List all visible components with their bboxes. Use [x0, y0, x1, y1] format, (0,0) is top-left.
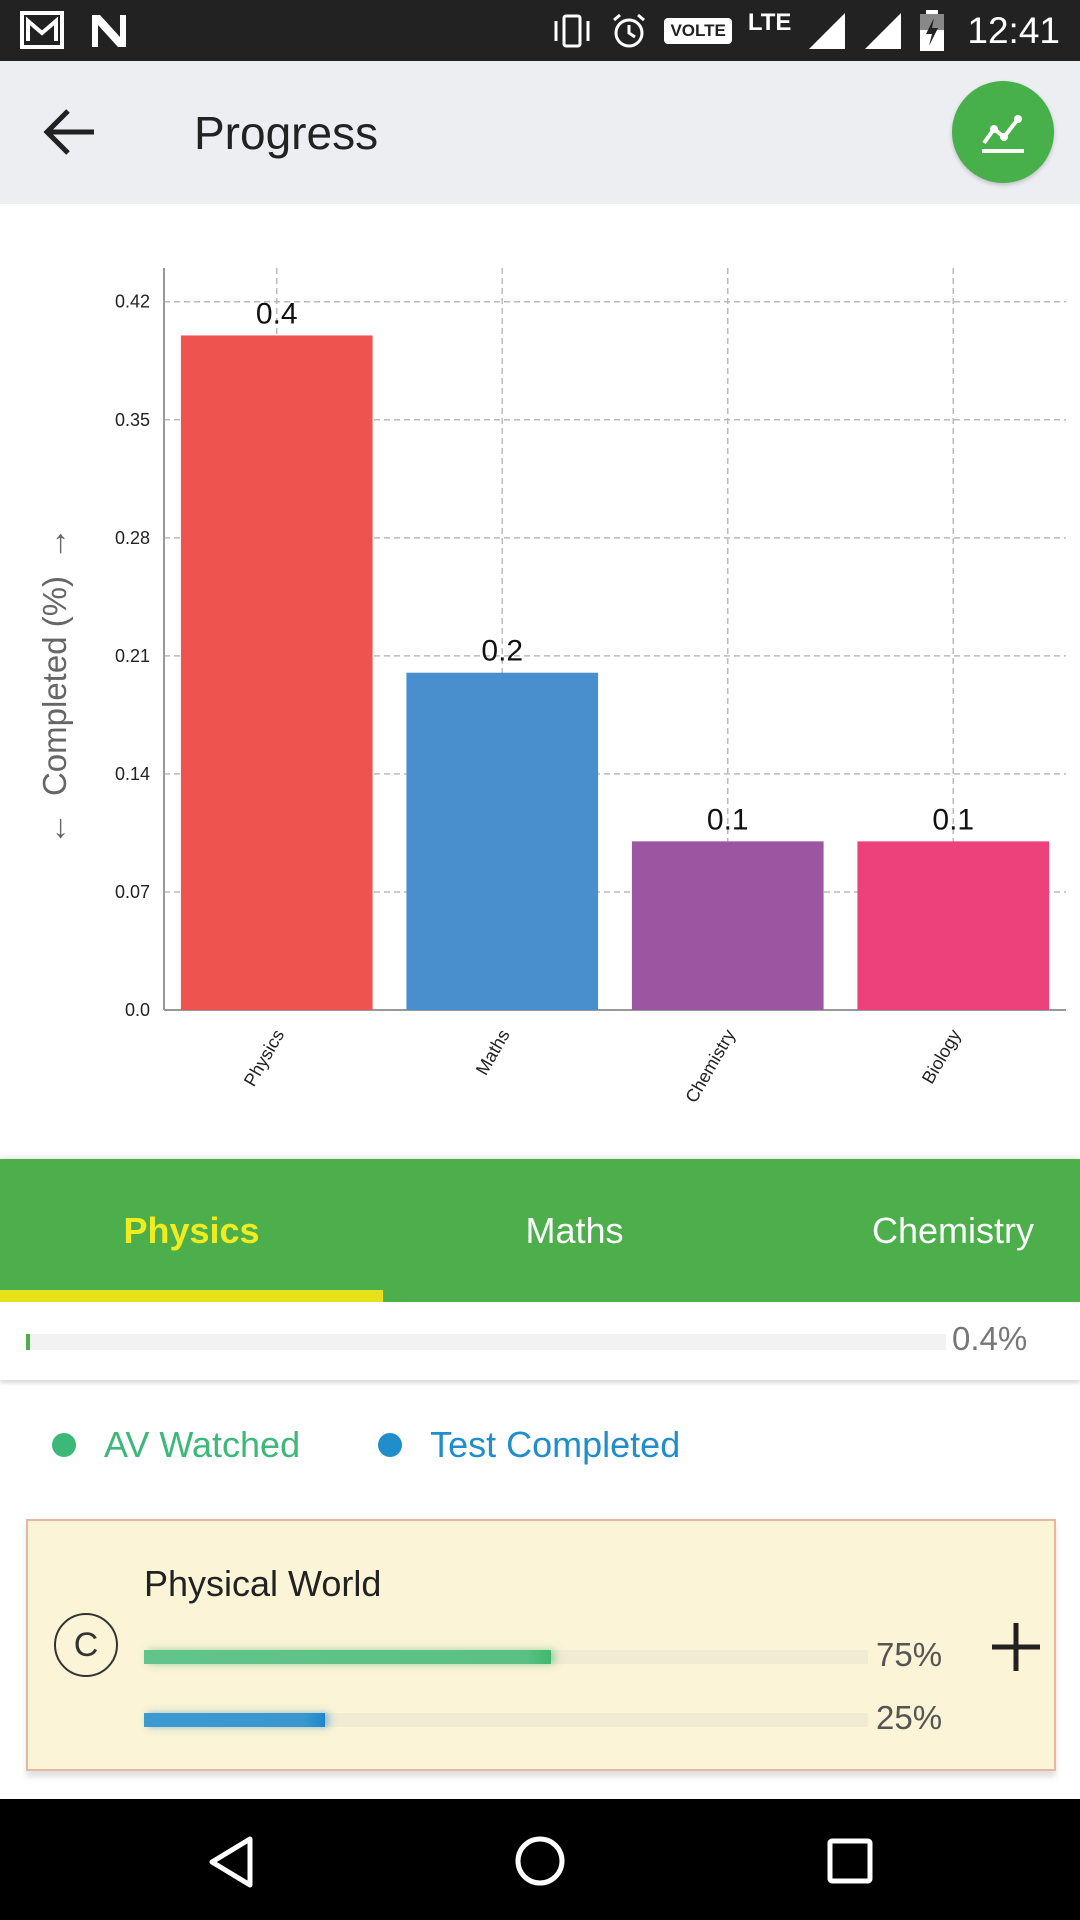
plus-icon — [992, 1623, 1040, 1671]
x-tick-label: Physics — [240, 1026, 288, 1090]
arrow-left-icon — [43, 109, 94, 155]
n-notification-icon — [92, 15, 126, 47]
back-button[interactable] — [36, 97, 106, 167]
app-bar: Progress — [0, 61, 1080, 204]
bar-value-label: 0.2 — [481, 635, 523, 668]
legend-dot — [378, 1433, 403, 1457]
overall-progress-fill — [26, 1334, 30, 1350]
legend-label: Test Completed — [430, 1424, 681, 1465]
clock: 12:41 — [967, 9, 1060, 51]
page-title: Progress — [194, 107, 379, 159]
progress-chart: 0.0 0.07 0.14 0.21 0.28 0.35 0.42 0.4 Physics 0.2… — [0, 204, 1080, 1159]
tab-physics[interactable]: Physics — [123, 1210, 260, 1251]
x-tick-label: Maths — [472, 1026, 514, 1078]
subject-tabs: Physics Maths Chemistry — [0, 1159, 1080, 1302]
legend-label: AV Watched — [104, 1424, 301, 1465]
lte-indicator: LTE — [747, 8, 792, 36]
overall-progress: 0.4% — [0, 1302, 1080, 1380]
y-tick-label: 0.0 — [125, 1000, 150, 1020]
legend-test-completed: Test Completed — [378, 1424, 680, 1466]
status-bar: VOLTE LTE 12:41 — [0, 0, 1080, 61]
back-triangle-icon[interactable] — [206, 1835, 256, 1889]
expand-chapter-button[interactable] — [988, 1619, 1044, 1675]
chapter-title: Physical World — [144, 1563, 382, 1604]
overall-progress-track — [26, 1334, 946, 1350]
y-axis-label: ←Completed (%)→ — [36, 526, 73, 846]
home-circle-icon[interactable] — [514, 1835, 566, 1887]
bar-physics — [180, 335, 373, 1010]
system-nav-bar — [0, 1799, 1080, 1920]
tab-maths[interactable]: Maths — [525, 1210, 624, 1251]
signal-icon — [865, 12, 902, 49]
legend-av-watched: AV Watched — [52, 1424, 300, 1466]
test-completed-progress-track — [144, 1713, 868, 1727]
bar-value-label: 0.1 — [932, 803, 974, 836]
chart-fab-button[interactable] — [952, 81, 1054, 183]
y-tick-label: 0.14 — [115, 764, 150, 784]
gmail-icon — [20, 11, 64, 49]
volte-badge: VOLTE — [664, 17, 732, 44]
battery-icon — [920, 9, 945, 51]
legend-dot — [52, 1433, 76, 1457]
y-tick-label: 0.35 — [115, 410, 150, 430]
y-tick-label: 0.28 — [115, 528, 150, 548]
bar-chemistry — [631, 841, 824, 1010]
tab-chemistry[interactable]: Chemistry — [872, 1210, 1035, 1251]
bar-value-label: 0.4 — [256, 297, 298, 330]
recents-square-icon[interactable] — [826, 1837, 874, 1885]
bar-value-label: 0.1 — [707, 803, 749, 836]
x-tick-label: Chemistry — [681, 1026, 739, 1106]
bar-maths — [406, 672, 599, 1010]
test-completed-percent: 25% — [876, 1699, 943, 1736]
av-watched-percent: 75% — [876, 1636, 943, 1673]
x-tick-label: Biology — [918, 1026, 965, 1087]
bar-chart: 0.0 0.07 0.14 0.21 0.28 0.35 0.42 0.4 Physics 0.2… — [115, 268, 1066, 1106]
bar-biology — [857, 841, 1050, 1010]
vibrate-icon — [554, 14, 590, 47]
y-tick-label: 0.07 — [115, 882, 150, 902]
test-completed-progress-fill — [144, 1713, 325, 1727]
chapter-badge: C — [54, 1613, 118, 1677]
av-watched-progress-fill — [144, 1650, 552, 1664]
progress-legend: AV Watched Test Completed — [52, 1420, 758, 1470]
signal-icon — [809, 12, 846, 49]
active-tab-indicator — [0, 1290, 383, 1302]
alarm-icon — [613, 13, 646, 47]
y-tick-label: 0.21 — [115, 646, 150, 666]
line-chart-icon — [982, 115, 1024, 153]
overall-progress-value: 0.4% — [952, 1320, 1028, 1357]
chapter-card[interactable]: C Physical World 75% 25% — [26, 1519, 1056, 1771]
av-watched-progress-track — [144, 1650, 868, 1664]
y-tick-label: 0.42 — [115, 292, 150, 312]
